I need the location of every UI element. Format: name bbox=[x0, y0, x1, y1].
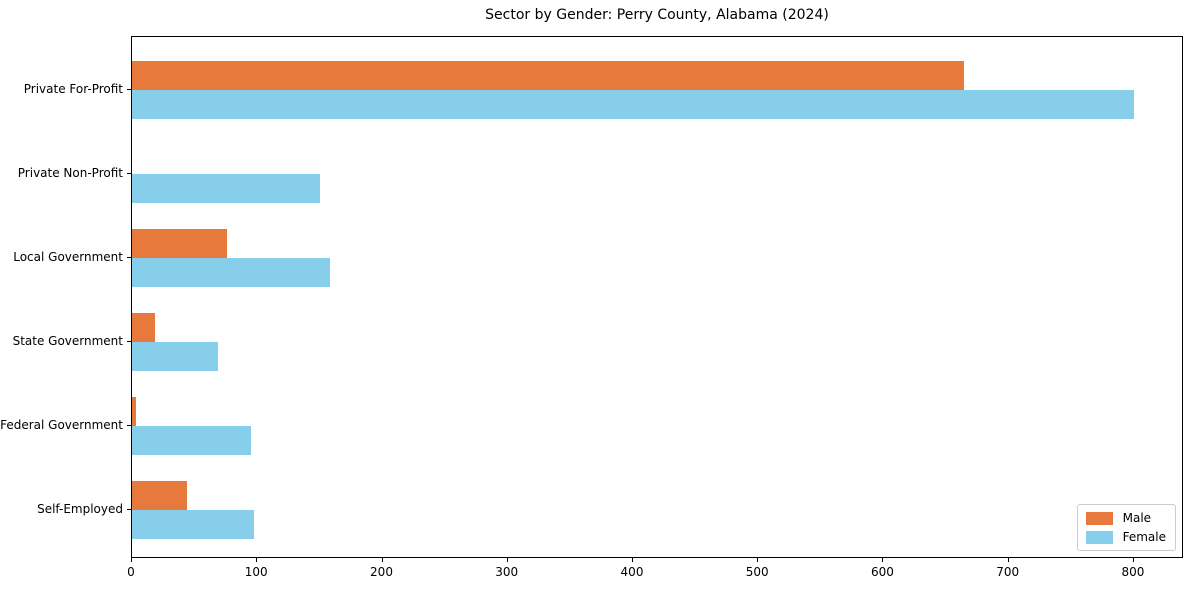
ytick-mark-5 bbox=[127, 509, 131, 511]
plot-area: Male Female bbox=[131, 36, 1183, 558]
xtick-mark-8 bbox=[1132, 558, 1134, 562]
xtick-label-1: 100 bbox=[244, 565, 268, 579]
ytick-label-4: Federal Government bbox=[0, 418, 123, 433]
bar-female-5 bbox=[132, 510, 254, 540]
legend-row-male: Male bbox=[1085, 511, 1166, 525]
bar-female-3 bbox=[132, 342, 219, 372]
xtick-mark-3 bbox=[506, 558, 508, 562]
ytick-label-3: State Government bbox=[12, 334, 123, 349]
ytick-label-5: Self-Employed bbox=[37, 502, 123, 517]
bar-female-1 bbox=[132, 174, 320, 204]
bar-female-2 bbox=[132, 258, 330, 288]
legend-swatch-male bbox=[1085, 511, 1113, 525]
ytick-label-0: Private For-Profit bbox=[23, 82, 123, 97]
legend-label-male: Male bbox=[1122, 511, 1152, 525]
bar-male-4 bbox=[132, 397, 136, 427]
xtick-mark-6 bbox=[882, 558, 884, 562]
ytick-mark-0 bbox=[127, 89, 131, 91]
xtick-mark-4 bbox=[632, 558, 633, 562]
xtick-label-6: 600 bbox=[870, 565, 894, 579]
ytick-label-1: Private Non-Profit bbox=[17, 166, 123, 181]
xtick-mark-5 bbox=[757, 558, 759, 562]
xtick-label-8: 800 bbox=[1121, 565, 1145, 579]
xtick-mark-1 bbox=[256, 558, 258, 562]
ytick-label-2: Local Government bbox=[13, 250, 123, 265]
chart-title: Sector by Gender: Perry County, Alabama … bbox=[485, 7, 829, 23]
legend-swatch-female bbox=[1085, 530, 1113, 544]
xtick-label-5: 500 bbox=[745, 565, 769, 579]
ytick-mark-1 bbox=[127, 173, 131, 175]
bar-male-0 bbox=[132, 61, 964, 91]
bar-male-3 bbox=[132, 313, 155, 343]
ytick-mark-4 bbox=[127, 425, 131, 427]
xtick-mark-0 bbox=[131, 558, 132, 562]
bar-male-5 bbox=[132, 481, 188, 511]
xtick-label-7: 700 bbox=[996, 565, 1020, 579]
bar-male-2 bbox=[132, 229, 228, 259]
bar-female-0 bbox=[132, 90, 1134, 120]
xtick-label-2: 200 bbox=[370, 565, 393, 579]
xtick-label-0: 0 bbox=[127, 565, 135, 579]
ytick-mark-3 bbox=[127, 341, 131, 343]
bar-female-4 bbox=[132, 426, 251, 456]
legend-row-female: Female bbox=[1085, 530, 1166, 544]
ytick-mark-2 bbox=[127, 257, 131, 259]
legend-label-female: Female bbox=[1122, 530, 1166, 544]
xtick-label-3: 300 bbox=[495, 565, 519, 579]
xtick-mark-2 bbox=[381, 558, 383, 562]
xtick-mark-7 bbox=[1007, 558, 1009, 562]
legend: Male Female bbox=[1076, 504, 1176, 551]
xtick-label-4: 400 bbox=[620, 565, 644, 579]
